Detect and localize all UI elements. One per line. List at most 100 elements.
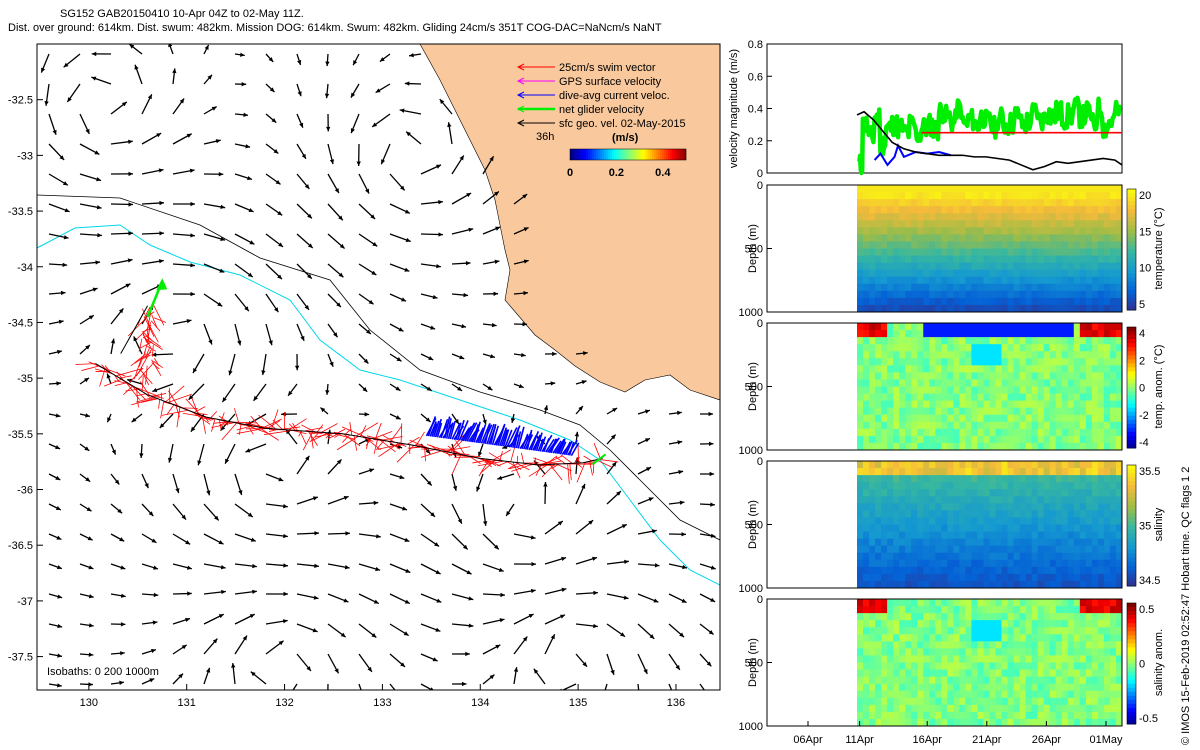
temperature-anomaly-section-cell-28-16 bbox=[1025, 435, 1033, 444]
salinity-anomaly-section-cell-26-10 bbox=[1013, 669, 1021, 678]
temperature-section-cell-29-5 bbox=[1031, 220, 1039, 228]
temperature-anomaly-section-cell-40-1 bbox=[1097, 330, 1105, 338]
temperature-anomaly-section-cell-8-8 bbox=[905, 379, 912, 387]
salinity-section-cell-43-10 bbox=[1115, 531, 1123, 540]
salinity-section-cell-33-13 bbox=[1055, 552, 1063, 561]
salinity-section-cell-1-2 bbox=[863, 475, 870, 483]
temperature-section-cell-39-5 bbox=[1091, 220, 1099, 228]
salinity-section-cell-29-9 bbox=[1031, 524, 1039, 532]
temperature-anomaly-section-cell-8-1 bbox=[905, 330, 912, 338]
salinity-section-cell-5-7 bbox=[887, 510, 894, 518]
temperature-anomaly-section-cell-29-5 bbox=[1031, 358, 1039, 366]
temperature-section-cell-0-5 bbox=[857, 220, 864, 228]
salinity-section-cbar-swatch-5 bbox=[1127, 485, 1136, 490]
geo-arrowhead-133 bbox=[58, 319, 64, 325]
salinity-anomaly-section-cell-5-3 bbox=[887, 620, 894, 628]
salinity-section-cell-28-10 bbox=[1025, 531, 1033, 540]
temperature-section-cell-22-0 bbox=[989, 185, 996, 193]
temperature-section-cell-23-11 bbox=[995, 262, 1002, 271]
temperature-anomaly-section-cell-32-4 bbox=[1049, 351, 1057, 359]
velocity-ylabel: velocity magnitude (m/s) bbox=[728, 49, 740, 168]
salinity-section-cell-2-4 bbox=[869, 489, 876, 497]
salinity-section-cell-33-7 bbox=[1055, 510, 1063, 518]
temperature-anomaly-section-cell-32-9 bbox=[1049, 386, 1057, 394]
salinity-anomaly-section-cell-14-10 bbox=[941, 669, 948, 678]
temperature-section-cell-6-11 bbox=[893, 262, 900, 271]
geo-arrowhead-27 bbox=[85, 128, 90, 134]
temperature-section-cell-30-5 bbox=[1037, 220, 1045, 228]
salinity-anomaly-section-cell-2-3 bbox=[869, 620, 876, 628]
temperature-anomaly-section-cell-40-5 bbox=[1097, 358, 1105, 366]
salinity-anomaly-section-cell-5-11 bbox=[887, 676, 894, 685]
salinity-anomaly-section-cell-9-2 bbox=[911, 613, 918, 621]
salinity-section-cell-40-2 bbox=[1097, 475, 1105, 483]
temperature-section-cell-13-4 bbox=[935, 213, 942, 221]
swim-vector-268 bbox=[145, 347, 150, 359]
salinity-section-cell-5-16 bbox=[887, 573, 894, 582]
salinity-anomaly-section-cell-18-17 bbox=[965, 718, 972, 727]
temperature-anomaly-section-cell-10-4 bbox=[917, 351, 924, 359]
salinity-anomaly-section-cbar-frame bbox=[1126, 602, 1137, 725]
geo-arrow-403 bbox=[668, 683, 673, 690]
temperature-anomaly-section-cbar-swatch-29 bbox=[1127, 443, 1136, 449]
temperature-anomaly-section-cell-20-16 bbox=[977, 435, 984, 444]
geo-arrowhead-13 bbox=[44, 101, 49, 106]
salinity-section-cell-5-13 bbox=[887, 552, 894, 561]
salinity-section-cell-20-12 bbox=[977, 545, 984, 554]
salinity-section-cell-40-16 bbox=[1097, 573, 1105, 582]
temperature-section-cell-34-17 bbox=[1061, 304, 1069, 313]
salinity-section-cell-34-17 bbox=[1061, 580, 1069, 589]
temperature-anomaly-section-cell-13-4 bbox=[935, 351, 942, 359]
geo-arrowhead-12 bbox=[409, 52, 414, 58]
salinity-anomaly-section-cell-12-0 bbox=[929, 599, 936, 607]
salinity-anomaly-section-cell-36-4 bbox=[1073, 627, 1081, 635]
temperature-section-cell-25-6 bbox=[1007, 227, 1014, 235]
salinity-anomaly-section-cell-1-5 bbox=[863, 634, 870, 642]
salinity-anomaly-section-cell-41-5 bbox=[1103, 634, 1111, 642]
salinity-anomaly-section-cell-22-10 bbox=[989, 669, 996, 678]
temperature-section-cell-7-4 bbox=[899, 213, 906, 221]
salinity-section-cell-26-11 bbox=[1013, 538, 1021, 547]
salinity-section-cell-31-5 bbox=[1043, 496, 1051, 504]
temperature-section-cell-7-1 bbox=[899, 192, 906, 200]
salinity-anomaly-section-cell-10-17 bbox=[917, 718, 924, 727]
temperature-anomaly-section-cell-7-7 bbox=[899, 372, 906, 380]
temperature-section-cell-4-0 bbox=[881, 185, 888, 193]
geo-arrowhead-262 bbox=[402, 506, 407, 511]
temperature-anomaly-section-cbar-swatch-13 bbox=[1127, 379, 1136, 384]
temperature-anomaly-section-cell-42-2 bbox=[1109, 337, 1117, 345]
salinity-section-cell-37-16 bbox=[1079, 573, 1087, 582]
salinity-section-cell-35-0 bbox=[1067, 461, 1075, 469]
temperature-anomaly-section-cell-19-0 bbox=[971, 323, 978, 331]
salinity-anomaly-section-cell-8-9 bbox=[905, 662, 912, 670]
colorbar-swatch-51 bbox=[672, 149, 675, 160]
temperature-anomaly-section-cell-11-10 bbox=[923, 393, 930, 402]
salinity-anomaly-section-cell-37-14 bbox=[1079, 697, 1087, 706]
salinity-anomaly-section-ytick-label-2: 1000 bbox=[739, 721, 763, 733]
salinity-section-cell-26-1 bbox=[1013, 468, 1021, 476]
swim-vector-98 bbox=[288, 423, 296, 431]
geo-arrowhead-316 bbox=[710, 565, 716, 570]
temperature-anomaly-section-cell-20-1 bbox=[977, 330, 984, 338]
salinity-section-cell-26-6 bbox=[1013, 503, 1021, 511]
salinity-anomaly-section-cell-28-4 bbox=[1025, 627, 1033, 635]
salinity-section-cell-29-7 bbox=[1031, 510, 1039, 518]
salinity-anomaly-section-cell-20-1 bbox=[977, 606, 984, 614]
salinity-anomaly-section-cell-3-8 bbox=[875, 655, 882, 663]
salinity-anomaly-section-cell-27-9 bbox=[1019, 662, 1027, 670]
map-ytick-label-10: -37.5 bbox=[8, 652, 33, 664]
salinity-anomaly-section-cell-36-16 bbox=[1073, 711, 1081, 720]
salinity-section-cell-25-8 bbox=[1007, 517, 1014, 525]
temperature-section-cbar-swatch-5 bbox=[1127, 209, 1136, 214]
salinity-anomaly-section-cell-1-14 bbox=[863, 697, 870, 706]
temperature-anomaly-section-cell-18-4 bbox=[965, 351, 972, 359]
geo-arrowhead-190 bbox=[190, 426, 196, 432]
salinity-section-cell-19-15 bbox=[971, 566, 978, 575]
velocity-ytick-label-3: 0.6 bbox=[748, 71, 763, 83]
temperature-anomaly-section-cell-18-2 bbox=[965, 337, 972, 345]
salinity-anomaly-section-cell-15-8 bbox=[947, 655, 954, 663]
geo-arrowhead-203 bbox=[612, 408, 618, 413]
salinity-section-cell-30-12 bbox=[1037, 545, 1045, 554]
salinity-section-cell-43-11 bbox=[1115, 538, 1123, 547]
temperature-anomaly-section-cell-18-14 bbox=[965, 421, 972, 430]
